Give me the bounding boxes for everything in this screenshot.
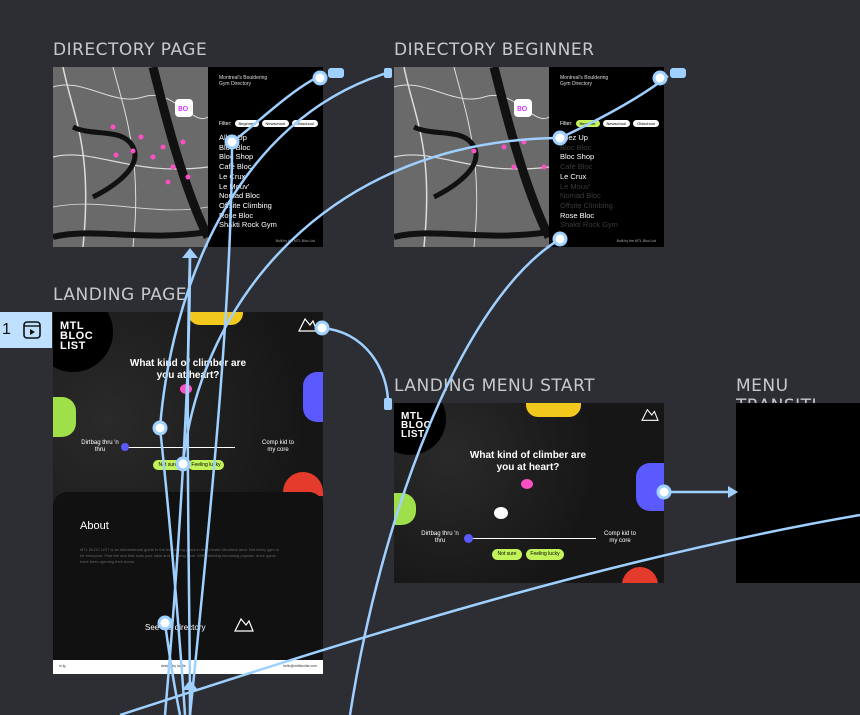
frame-title-directory-beginner[interactable]: DIRECTORY BEGINNER [394,40,595,60]
footer-credit: design by lucille [161,664,186,668]
directory-footer: Built by the MTL Bloc List [275,239,315,243]
directory-beginner-frame[interactable]: BO Montreal's Bouldering Gym Directory F… [394,67,664,247]
filter-newschool[interactable]: Newschool [261,120,290,127]
gym-list-beginner: Allez Up Bloc Bloc Bloc Shop Café Bloc L… [560,133,618,230]
gym-item[interactable]: Le Mouv' [219,181,250,191]
gym-item[interactable]: Café Bloc [560,162,593,172]
gym-item[interactable]: Bloc Bloc [219,142,251,152]
feeling-lucky-button[interactable]: Feeling lucky [526,549,564,560]
see-directory-link[interactable]: See the directory [145,623,206,632]
blue-hold [636,463,664,511]
right-scale-label: Comp kid to my core [603,531,636,544]
gym-item[interactable]: Nomad Bloc [560,191,601,201]
gym-item[interactable]: Rose Bloc [560,210,595,220]
filter-row: Filter: Beginner Newschool Oldschool [560,120,659,127]
frame-title-landing-page[interactable]: LANDING PAGE [53,285,188,305]
gym-item[interactable]: Shakti Rock Gym [560,220,618,230]
logo[interactable]: MTL BLOC LIST [401,412,431,440]
slider-track[interactable] [125,447,235,448]
yellow-hold [526,403,581,417]
directory-page-frame[interactable]: BO Montreal's Bouldering Gym Directory F… [53,67,323,247]
not-sure-button[interactable]: Not sure [492,549,522,560]
logo-line: LIST [401,429,425,440]
menu-map-icon[interactable] [297,316,319,334]
logo-line: BLOC [60,329,94,342]
left-scale-label: Dirtbag thru 'n thru [81,440,119,453]
gym-item[interactable]: Allez Up [560,133,588,142]
gym-list: Allez Up Bloc Bloc Bloc Shop Café Bloc L… [219,133,277,230]
svg-text:BO: BO [178,105,189,113]
gym-item[interactable]: Allez Up [219,133,247,142]
gym-item[interactable]: Le Crux [560,171,587,181]
filter-label: Filter: [560,120,573,127]
slider-knob[interactable] [121,443,129,451]
gym-item[interactable]: Offsite Climbing [219,200,272,210]
filter-oldschool[interactable]: Oldschool [633,120,659,127]
filter-oldschool[interactable]: Oldschool [292,120,318,127]
gym-item[interactable]: Shakti Rock Gym [219,220,277,230]
slider-track[interactable] [468,538,596,539]
white-hold [494,507,508,519]
pink-hold [521,479,533,489]
directory-meta: Montreal's Bouldering Gym Directory [560,75,609,87]
gym-item[interactable]: Le Mouv' [560,181,591,191]
gym-item[interactable]: Café Bloc [219,162,252,172]
play-frame-icon [23,321,41,339]
gym-item[interactable]: Bloc Bloc [560,142,592,152]
filter-beginner[interactable]: Beginner [234,120,259,127]
svg-text:BO: BO [517,105,528,113]
landing-page-frame[interactable]: MTL BLOC LIST What kind of climber are y… [53,312,323,674]
yellow-hold [188,312,243,325]
pink-hold [180,384,192,394]
connector-line [319,326,390,404]
flow-number: 1 [2,321,11,338]
frame-title-landing-menu-start[interactable]: LANDING MENU START [394,376,596,396]
question-heading: What kind of climber are you at heart? [469,450,587,473]
blue-hold [303,372,323,422]
logo[interactable]: MTL BLOC LIST [60,320,94,352]
about-body: MTL BLOC LIST is an informational guide … [80,547,279,564]
footer-email[interactable]: hello@mtlbloclist.com [283,664,317,668]
logo-line: LIST [60,339,86,352]
map-icon[interactable] [233,616,255,634]
green-hold [53,397,76,437]
filter-row: Filter: Beginner Newschool Oldschool [219,120,318,127]
slider-knob[interactable] [464,534,473,543]
gym-item[interactable]: Le Crux [219,171,246,181]
filter-label: Filter: [219,120,232,127]
landing-footer: in ig design by lucille hello@mtlbloclis… [53,660,323,674]
feeling-lucky-button[interactable]: Feeling lucky [188,460,224,470]
directory-footer: Built by the MTL Bloc List [616,239,656,243]
menu-map-icon[interactable] [640,407,660,423]
map-image: BO [394,67,549,247]
gym-item[interactable]: Offsite Climbing [560,200,613,210]
menu-transition-frame[interactable] [736,403,860,583]
flow-start-badge[interactable]: 1 [0,312,52,348]
landing-menu-start-frame[interactable]: MTL BLOC LIST What kind of climber are y… [394,403,664,583]
gym-item[interactable]: Bloc Shop [560,152,595,162]
map-image: BO [53,67,208,247]
gym-item[interactable]: Bloc Shop [219,152,254,162]
directory-meta: Montreal's Bouldering Gym Directory [219,75,268,87]
gym-item[interactable]: Nomad Bloc [219,191,260,201]
left-scale-label: Dirtbag thru 'n thru [421,531,459,544]
filter-beginner[interactable]: Beginner [575,120,600,127]
filter-newschool[interactable]: Newschool [602,120,631,127]
gym-item[interactable]: Rose Bloc [219,210,254,220]
logo-line: MTL [60,320,85,332]
about-title: About [80,520,109,532]
right-scale-label: Comp kid to my core [261,440,294,453]
frame-title-directory-page[interactable]: DIRECTORY PAGE [53,40,208,60]
question-heading: What kind of climber are you at heart? [129,358,247,381]
about-section: About MTL BLOC LIST is an informational … [53,492,323,662]
not-sure-button[interactable]: Not sure [153,460,183,470]
social-icons[interactable]: in ig [59,664,66,668]
